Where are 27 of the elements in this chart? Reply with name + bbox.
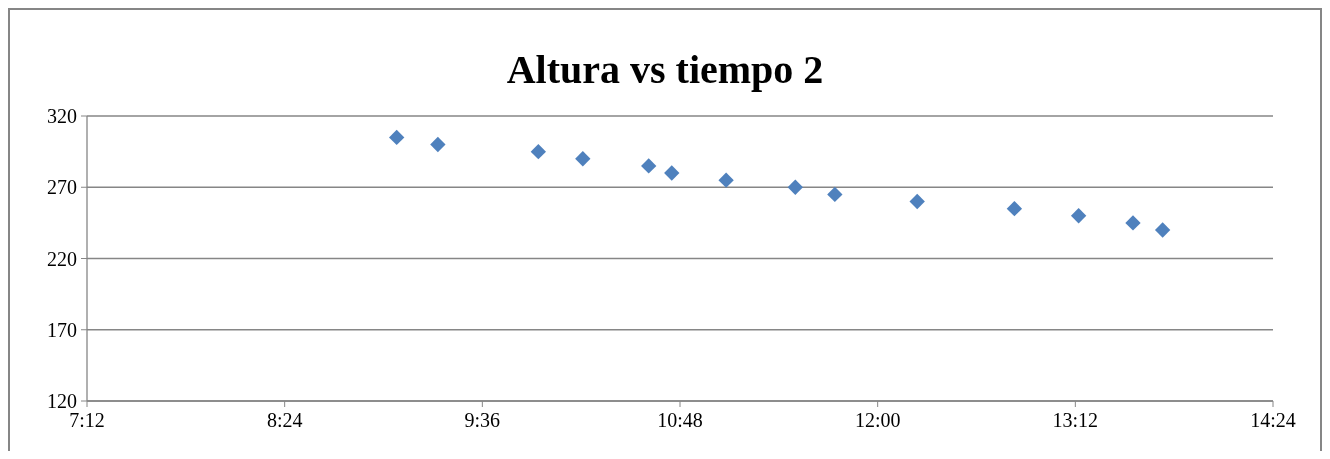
x-tick-label: 8:24 [266, 409, 303, 431]
chart-title: Altura vs tiempo 2 [506, 47, 824, 92]
x-tick-label: 10:48 [657, 409, 703, 431]
point [718, 172, 734, 188]
x-tick-label: 12:00 [854, 409, 901, 431]
point [575, 151, 591, 167]
point [827, 186, 843, 203]
point [909, 193, 925, 210]
x-tick-label: 7:12 [69, 409, 105, 431]
point [641, 158, 657, 174]
y-tick-label: 120 [47, 390, 77, 412]
y-tick-label: 170 [47, 318, 77, 341]
point [1006, 200, 1023, 217]
y-tick-label: 320 [47, 105, 77, 127]
y-tick-label: 270 [47, 176, 77, 199]
y-tick-label: 220 [47, 247, 77, 270]
point [430, 136, 446, 153]
x-tick-label: 9:36 [464, 409, 501, 431]
point [389, 129, 405, 146]
x-tick-label: 14:24 [1250, 409, 1296, 431]
x-tick-label: 13:12 [1052, 409, 1099, 431]
point [1070, 208, 1087, 224]
point [1125, 215, 1141, 231]
point [530, 143, 547, 160]
point [787, 179, 803, 195]
point [664, 165, 680, 181]
point [1154, 222, 1171, 238]
